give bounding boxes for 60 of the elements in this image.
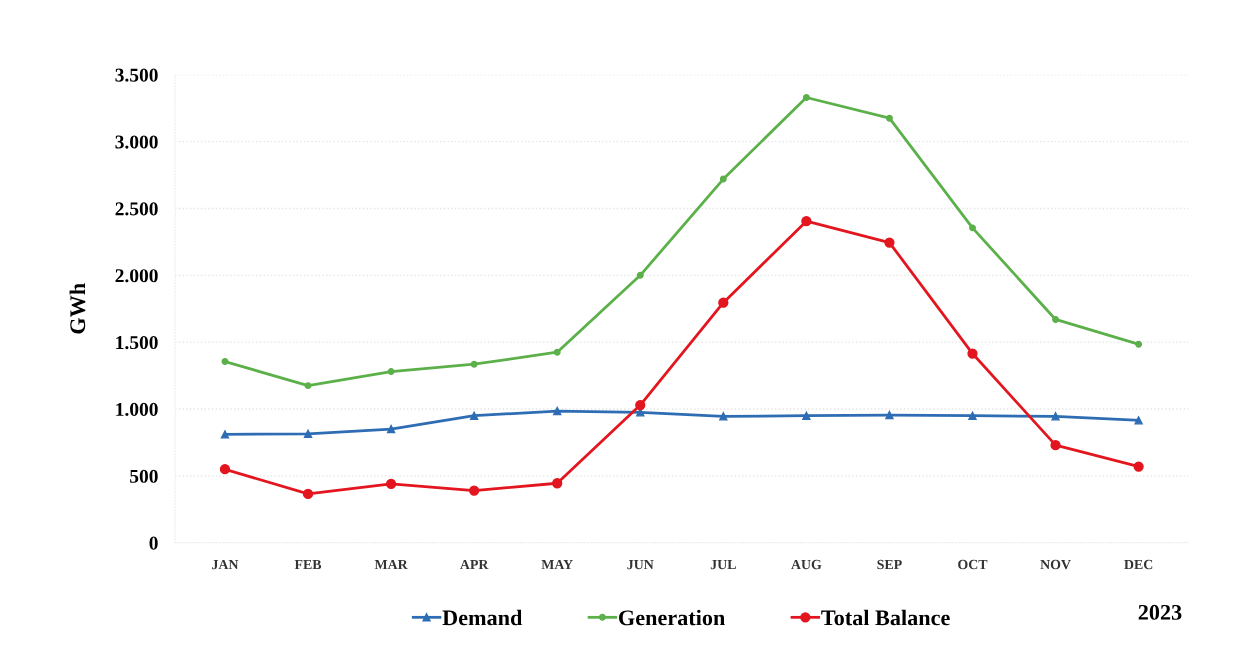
y-tick-label: 500 <box>130 469 158 483</box>
point <box>885 410 894 420</box>
legend-label: Demand <box>442 609 523 626</box>
point <box>469 411 479 420</box>
x-tick-label: DEC <box>1124 559 1153 570</box>
y-tick-label: 2.000 <box>115 269 158 283</box>
point <box>469 485 480 496</box>
x-tick-label: AUG <box>791 559 822 570</box>
point <box>884 237 895 248</box>
point <box>219 464 231 475</box>
y-tick-label: 1.500 <box>116 335 158 350</box>
point <box>967 348 978 359</box>
point <box>470 360 478 368</box>
point <box>302 488 314 500</box>
point <box>969 224 976 232</box>
point <box>303 429 313 438</box>
point <box>1051 412 1060 421</box>
y-axis-title: GWh <box>69 283 86 334</box>
point <box>719 175 727 183</box>
legend-label: Generation <box>619 609 725 626</box>
x-tick-label: OCT <box>958 559 988 570</box>
point <box>552 478 563 489</box>
point <box>636 271 644 279</box>
x-tick-label: MAY <box>541 559 573 570</box>
x-tick-label: JUN <box>627 559 654 570</box>
point <box>221 358 229 366</box>
y-tick-label: 2.500 <box>115 202 158 216</box>
legend-label: Total Balance <box>821 609 950 626</box>
point <box>718 297 729 308</box>
point <box>1052 315 1060 323</box>
y-tick-label: 3.000 <box>115 135 158 149</box>
point <box>553 406 562 416</box>
point <box>304 382 312 390</box>
point <box>387 368 395 376</box>
point <box>385 478 397 490</box>
point <box>1135 340 1143 348</box>
point <box>1134 416 1143 425</box>
x-tick-label: FEB <box>294 559 322 570</box>
point <box>635 399 646 411</box>
point <box>802 411 811 420</box>
x-tick-label: JUL <box>710 559 736 570</box>
x-tick-label: SEP <box>877 559 902 570</box>
text: 2023 <box>1138 604 1182 620</box>
point <box>386 424 396 434</box>
point <box>220 430 230 439</box>
point <box>719 412 728 421</box>
point <box>1133 461 1144 472</box>
point <box>553 348 561 356</box>
point <box>802 94 810 101</box>
point <box>968 411 977 420</box>
point <box>801 216 812 227</box>
y-tick-label: 1.000 <box>116 402 158 417</box>
y-tick-label: 0 <box>149 536 158 550</box>
x-tick-label: JAN <box>212 559 239 570</box>
x-tick-label: NOV <box>1040 559 1071 570</box>
x-tick-label: APR <box>460 559 489 570</box>
y-tick-label: 3.500 <box>115 68 158 82</box>
x-tick-label: MAR <box>374 559 408 570</box>
point <box>885 114 893 122</box>
point <box>1050 439 1061 451</box>
